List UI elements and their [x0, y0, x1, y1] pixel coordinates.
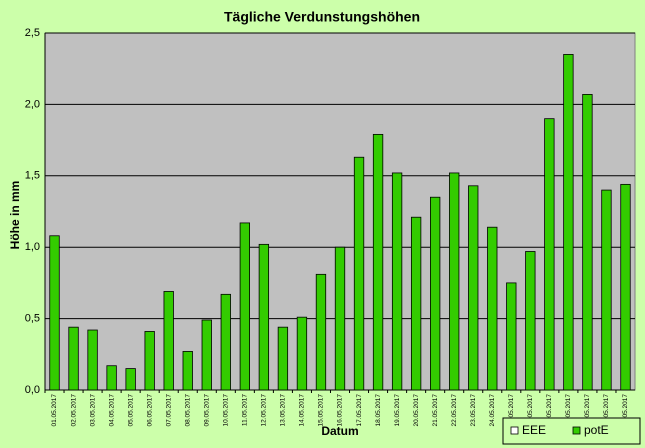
x-tick-label: 25.05.2017 [508, 394, 515, 427]
bar [315, 273, 327, 391]
x-tick-label: 12.05.2017 [261, 394, 268, 427]
bar [163, 291, 174, 391]
bar [353, 156, 365, 391]
bar [220, 293, 231, 391]
x-axis-label: Datum [321, 424, 358, 438]
bar [391, 172, 403, 391]
x-tick-label: 08.05.2017 [184, 394, 191, 427]
y-tick-label: 2,0 [25, 98, 40, 110]
x-tick-label: 07.05.2017 [165, 394, 172, 427]
x-tick-label: 28.05.2017 [565, 394, 572, 427]
bar [449, 172, 460, 391]
bar [201, 319, 212, 391]
bar [296, 316, 308, 391]
bar [525, 251, 536, 391]
bar [277, 326, 289, 391]
x-tick-label: 05.05.2017 [127, 394, 134, 427]
x-tick-label: 26.05.2017 [527, 394, 534, 427]
x-tick-label: 27.05.2017 [546, 394, 553, 427]
bar [430, 196, 441, 391]
bar [620, 183, 631, 391]
bar [49, 235, 60, 391]
bar [601, 189, 612, 391]
x-tick-label: 06.05.2017 [146, 394, 153, 427]
x-tick-label: 19.05.2017 [394, 394, 401, 427]
x-tick-label: 16.05.2017 [337, 394, 344, 427]
bar [487, 226, 498, 391]
chart-title: Tägliche Verdunstungshöhen [224, 9, 420, 25]
bar [144, 331, 155, 391]
x-tick-label: 09.05.2017 [203, 394, 210, 427]
bar [258, 243, 270, 391]
bar [563, 54, 574, 391]
y-tick-label: 0,0 [25, 384, 40, 396]
x-tick-label: 04.05.2017 [108, 394, 115, 427]
x-tick-label: 29.05.2017 [584, 394, 591, 427]
bar [334, 246, 346, 391]
x-tick-label: 11.05.2017 [242, 394, 249, 426]
x-tick-label: 18.05.2017 [375, 394, 382, 427]
legend-swatch [510, 426, 519, 435]
x-tick-label: 20.05.2017 [413, 394, 420, 427]
x-tick-label: 24.05.2017 [489, 394, 496, 427]
x-tick-label: 31.05.2017 [622, 394, 629, 427]
x-tick-label: 21.05.2017 [432, 394, 439, 427]
y-tick-label: 0,5 [25, 313, 40, 325]
bar [544, 118, 555, 391]
bar [468, 185, 479, 391]
y-tick-label: 1,0 [25, 241, 40, 253]
bar [87, 329, 98, 391]
legend-label: EEE [522, 423, 546, 437]
legend-box [502, 417, 641, 445]
x-tick-label: 02.05.2017 [70, 394, 77, 427]
legend-swatch [572, 426, 581, 435]
bar [410, 216, 422, 391]
y-axis-label: Höhe in mm [8, 181, 22, 250]
bar [68, 326, 79, 391]
x-tick-label: 17.05.2017 [356, 394, 363, 427]
y-tick-label: 1,5 [25, 170, 40, 182]
x-tick-label: 30.05.2017 [603, 394, 610, 427]
x-tick-label: 23.05.2017 [470, 394, 477, 427]
x-tick-label: 03.05.2017 [89, 394, 96, 427]
legend-label: potE [584, 423, 609, 437]
bar [125, 368, 136, 391]
x-tick-label: 15.05.2017 [318, 394, 325, 427]
x-tick-label: 10.05.2017 [223, 394, 230, 427]
bar [182, 351, 193, 391]
bar [506, 282, 517, 391]
x-tick-label: 14.05.2017 [299, 394, 306, 427]
x-tick-label: 22.05.2017 [451, 394, 458, 427]
y-tick-label: 2,5 [25, 27, 40, 39]
x-tick-label: 13.05.2017 [280, 394, 287, 427]
bar [106, 365, 117, 391]
x-tick-label: 01.05.2017 [51, 394, 58, 427]
bar [239, 222, 250, 391]
bar [372, 133, 384, 391]
bar [582, 94, 593, 391]
